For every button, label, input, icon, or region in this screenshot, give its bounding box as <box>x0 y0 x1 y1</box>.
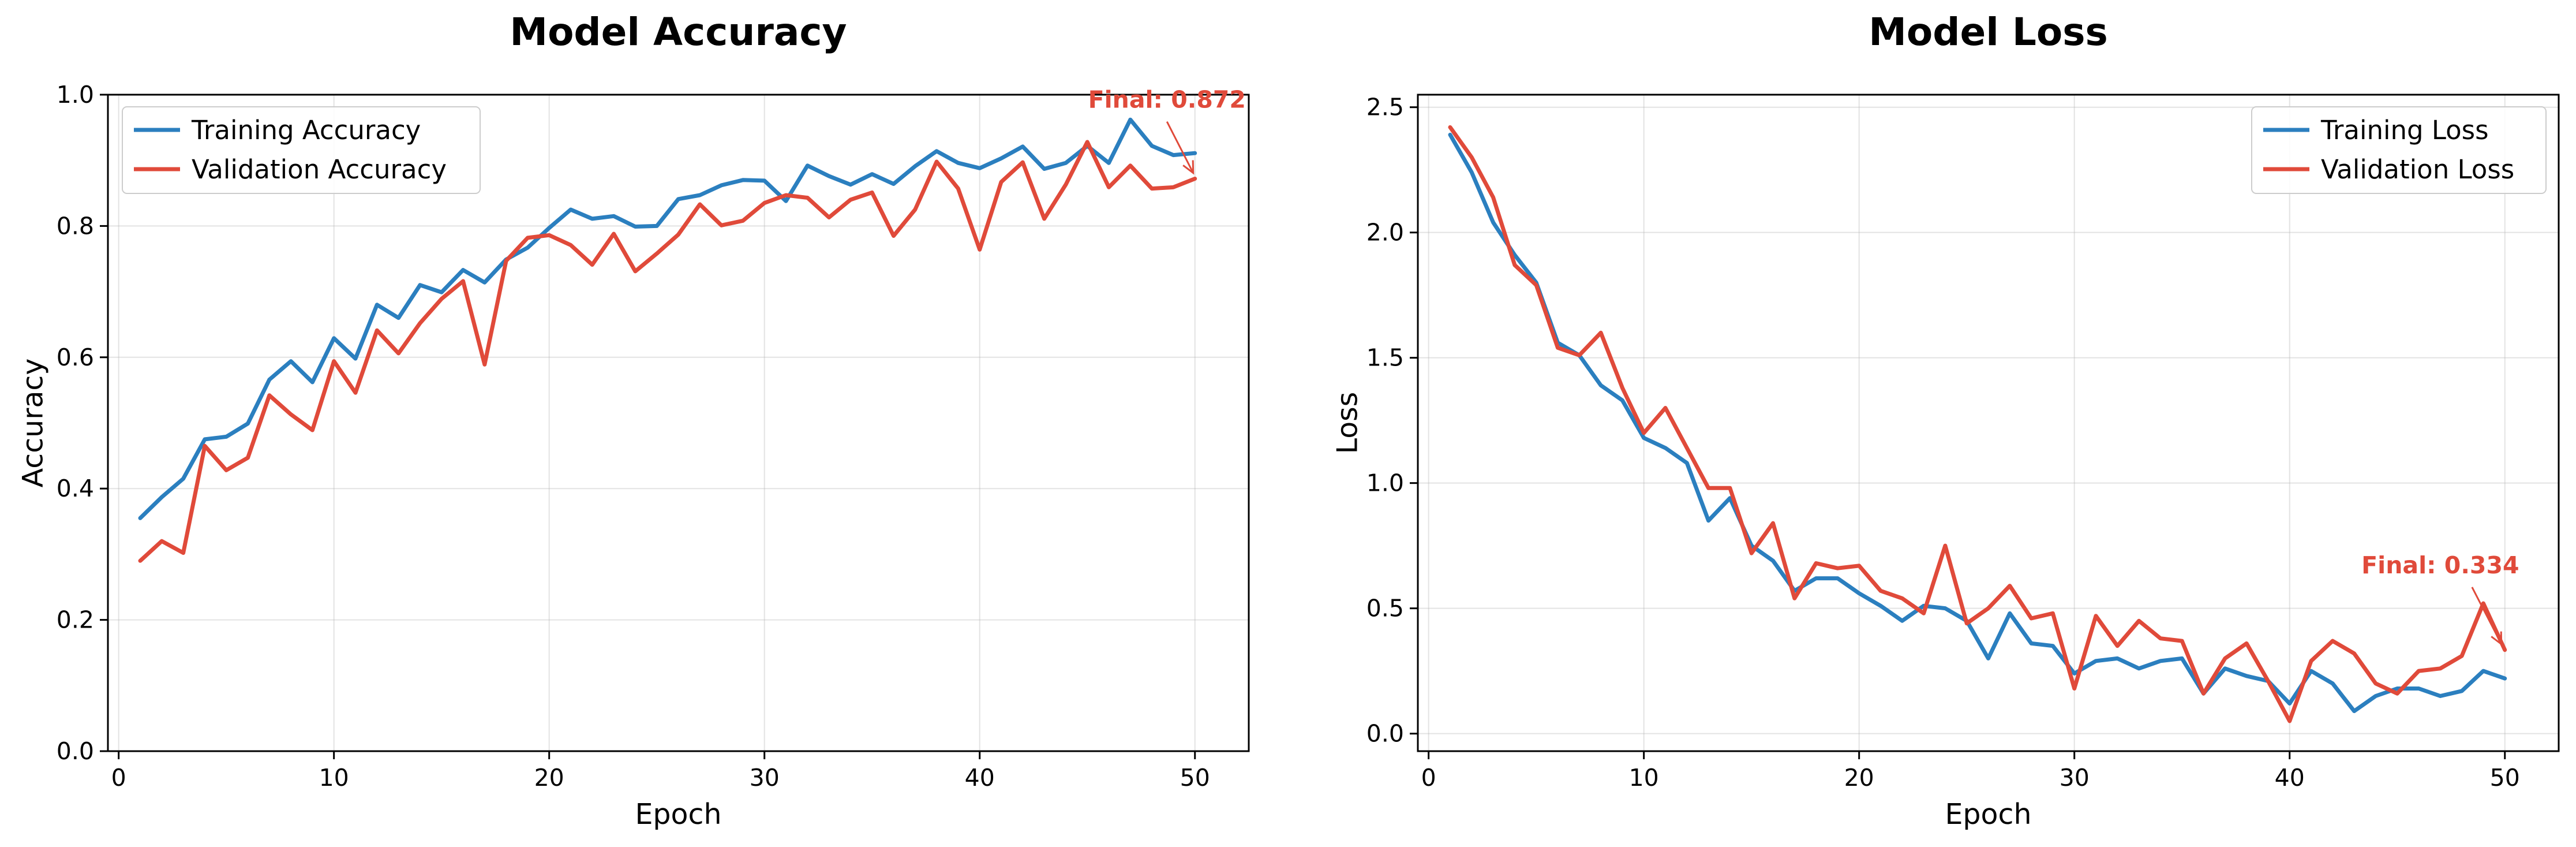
legend-box <box>2251 106 2547 194</box>
x-tick-label: 30 <box>750 764 780 792</box>
final-value-annotation: Final: 0.872 <box>1088 86 1246 175</box>
accuracy-chart: 0 10 20 30 40 50 0.0 0.2 0.4 0.6 0.8 1.0 Model Accur… <box>17 10 1250 831</box>
series-line-validation-accuracy <box>138 140 1197 563</box>
legend-entry: Training Accuracy <box>191 115 421 145</box>
annotation-text: Final: 0.334 <box>2361 551 2519 579</box>
annotation-arrow-head <box>2491 631 2503 646</box>
legend-box <box>122 106 481 194</box>
final-value-annotation: Final: 0.334 <box>2361 551 2519 646</box>
series-line-training-loss <box>1448 132 2507 714</box>
x-tick-label: 50 <box>2490 764 2520 792</box>
y-axis-label: Loss <box>1331 392 1364 454</box>
chart-title: Model Loss <box>1869 10 2108 54</box>
plot-area-frame <box>1417 94 2560 752</box>
y-tick-label: 1.5 <box>1366 344 1404 372</box>
x-tick-label: 0 <box>111 764 126 792</box>
x-axis-label: Epoch <box>1945 798 2031 831</box>
y-tick-label: 1.0 <box>57 81 94 109</box>
annotation-arrow-head <box>1182 160 1195 175</box>
x-tick-label: 50 <box>1180 764 1210 792</box>
y-tick-label: 2.0 <box>1366 219 1404 247</box>
x-axis-label: Epoch <box>635 798 721 831</box>
x-tick-label: 0 <box>1421 764 1436 792</box>
series-line-training-accuracy <box>138 117 1197 520</box>
y-tick-label: 0.0 <box>1366 720 1404 748</box>
y-tick-label: 1.0 <box>1366 469 1404 497</box>
x-tick-label: 40 <box>965 764 995 792</box>
x-tick-label: 30 <box>2060 764 2090 792</box>
legend-entry: Validation Loss <box>2321 154 2514 185</box>
legend: Training Accuracy Validation Accuracy <box>122 106 481 194</box>
x-tick-label: 40 <box>2275 764 2305 792</box>
legend-entry: Training Loss <box>2320 115 2489 145</box>
x-tick-label: 20 <box>534 764 564 792</box>
y-tick-label: 0.6 <box>57 344 94 371</box>
chart-title: Model Accuracy <box>510 10 847 54</box>
y-axis-label: Accuracy <box>17 359 50 488</box>
y-tick-label: 2.5 <box>1366 94 1404 121</box>
legend: Training Loss Validation Loss <box>2251 106 2547 194</box>
plot-area-frame <box>107 94 1250 752</box>
annotation-arrow-line <box>2471 587 2503 645</box>
y-tick-label: 0.0 <box>57 737 94 765</box>
y-tick-label: 0.8 <box>57 212 94 240</box>
y-tick-label: 0.4 <box>57 475 94 502</box>
legend-entry: Validation Accuracy <box>192 154 447 185</box>
x-tick-label: 10 <box>1629 764 1659 792</box>
x-tick-label: 10 <box>319 764 349 792</box>
annotation-arrow-line <box>1166 121 1195 174</box>
annotation-text: Final: 0.872 <box>1088 86 1246 114</box>
loss-chart: 0 10 20 30 40 50 0.0 0.5 1.0 1.5 2.0 2.5 Model Loss E… <box>1331 10 2560 831</box>
x-tick-label: 20 <box>1844 764 1874 792</box>
y-tick-label: 0.2 <box>57 606 94 634</box>
y-tick-label: 0.5 <box>1366 595 1404 622</box>
series-line-validation-loss <box>1448 125 2507 723</box>
